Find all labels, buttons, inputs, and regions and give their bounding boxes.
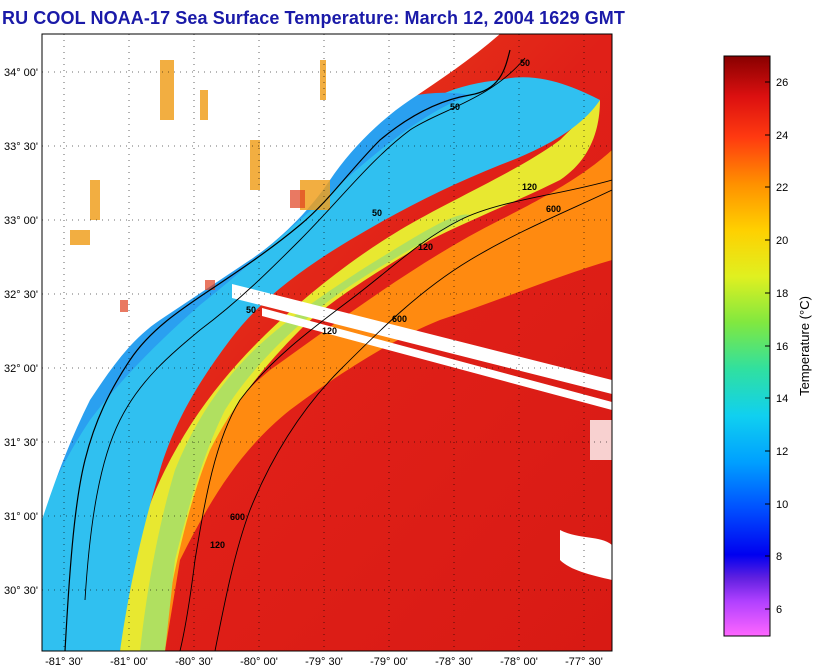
- lat-tick: 32° 30': [4, 289, 38, 301]
- longitude-axis: -81° 30' -81° 00' -80° 30' -80° 00' -79°…: [45, 656, 603, 668]
- lon-tick: -81° 30': [45, 656, 83, 668]
- isobath-label-120: 120: [522, 182, 537, 192]
- isobath-label-120: 120: [418, 242, 433, 252]
- lon-tick: -81° 00': [110, 656, 148, 668]
- colorbar-tick: 10: [776, 499, 788, 511]
- colorbar-tick: 14: [776, 393, 788, 405]
- isobath-label-50: 50: [450, 102, 460, 112]
- colorbar-tick: 26: [776, 77, 788, 89]
- colorbar-gradient: [723, 55, 771, 637]
- lat-tick: 33° 00': [4, 215, 38, 227]
- colorbar-tick: 12: [776, 446, 788, 458]
- isobath-label-120: 120: [210, 540, 225, 550]
- isobath-labels: 50 50 50 50 120 120 120 120 600 600 600: [210, 58, 561, 550]
- lon-tick: -80° 00': [240, 656, 278, 668]
- lon-tick: -79° 30': [305, 656, 343, 668]
- colorbar-tick: 16: [776, 341, 788, 353]
- lat-tick: 31° 00': [4, 511, 38, 523]
- colorbar: 26 24 22 20 18 16 14 12 10 8 6 Temperatu…: [723, 55, 812, 637]
- lon-tick: -79° 00': [370, 656, 408, 668]
- colorbar-tick: 20: [776, 235, 788, 247]
- lat-tick: 34° 00': [4, 67, 38, 79]
- lon-tick: -80° 30': [175, 656, 213, 668]
- lon-tick: -78° 00': [500, 656, 538, 668]
- colorbar-tick: 6: [776, 604, 782, 616]
- isobath-label-50: 50: [246, 305, 256, 315]
- lat-tick: 30° 30': [4, 585, 38, 597]
- graticule: [42, 34, 612, 651]
- isobath-label-600: 600: [230, 512, 245, 522]
- colorbar-tick: 18: [776, 288, 788, 300]
- map-frame: [41, 33, 613, 652]
- isobath-label-600: 600: [392, 314, 407, 324]
- isobath-label-120: 120: [322, 326, 337, 336]
- colorbar-tick: 8: [776, 551, 782, 563]
- isobath-label-50: 50: [372, 208, 382, 218]
- sst-imagery: [42, 34, 612, 651]
- isobath-label-600: 600: [546, 204, 561, 214]
- colorbar-title: Temperature (°C): [797, 296, 812, 396]
- lon-tick: -78° 30': [435, 656, 473, 668]
- lat-tick: 33° 30': [4, 141, 38, 153]
- colorbar-tick: 24: [776, 130, 788, 142]
- isobath-label-50: 50: [520, 58, 530, 68]
- lon-tick: -77° 30': [565, 656, 603, 668]
- colorbar-tick: 22: [776, 182, 788, 194]
- latitude-axis: 34° 00' 33° 30' 33° 00' 32° 30' 32° 00' …: [4, 67, 38, 597]
- lat-tick: 32° 00': [4, 363, 38, 375]
- map-title: RU COOL NOAA-17 Sea Surface Temperature:…: [2, 8, 625, 28]
- lat-tick: 31° 30': [4, 437, 38, 449]
